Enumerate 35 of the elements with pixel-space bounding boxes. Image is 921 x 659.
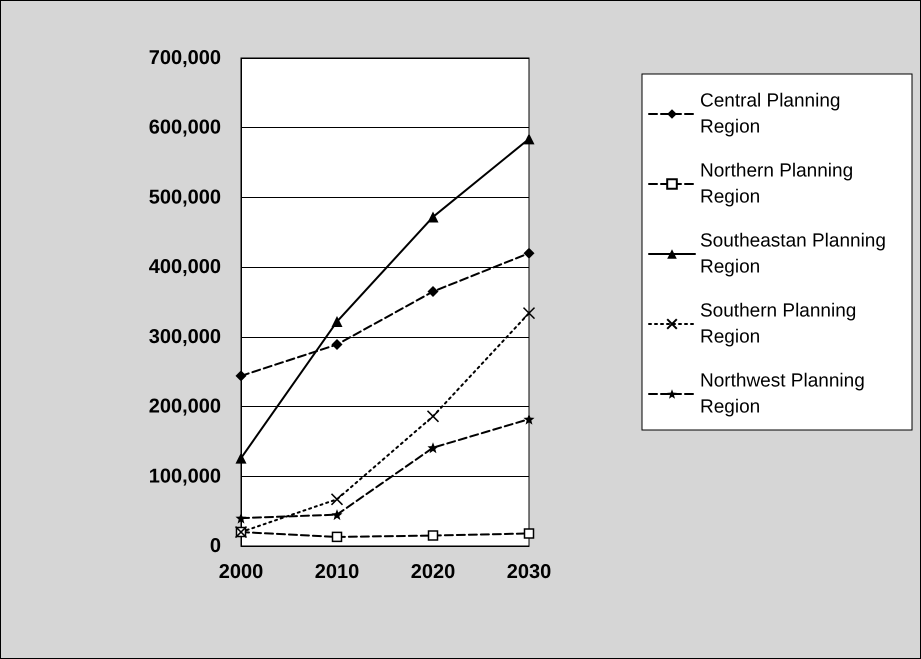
x-tick-label: 2000 — [218, 561, 264, 583]
point — [332, 509, 342, 520]
point — [332, 316, 342, 328]
point — [522, 306, 536, 320]
x-tick-label: 2010 — [314, 561, 360, 583]
point — [332, 532, 342, 542]
point — [524, 414, 534, 425]
y-tick-label: 500,000 — [148, 186, 221, 208]
point — [236, 452, 246, 464]
y-tick-label: 700,000 — [148, 47, 221, 69]
y-tick-label: 300,000 — [148, 326, 221, 348]
legend-label: Southeastan Planning Region — [700, 230, 892, 278]
point — [428, 530, 438, 541]
point — [426, 410, 440, 423]
point — [428, 442, 438, 454]
point — [332, 339, 342, 350]
legend-label: Southern Planning Region — [700, 300, 862, 348]
y-tick-label: 0 — [210, 535, 221, 557]
legend-label: Northwest Planning Region — [700, 370, 870, 418]
point — [236, 370, 246, 382]
y-tick-label: 200,000 — [148, 396, 221, 418]
point — [428, 211, 438, 222]
point — [524, 528, 534, 539]
point — [428, 286, 438, 298]
y-tick-label: 400,000 — [148, 256, 221, 278]
x-tick-label: 2020 — [410, 561, 456, 583]
x-tick-label: 2030 — [506, 561, 552, 583]
point — [236, 512, 246, 524]
point — [330, 493, 344, 506]
y-tick-label: 600,000 — [148, 116, 221, 139]
legend-label: Central Planning Region — [700, 90, 846, 138]
legend-label: Northern Planning Region — [700, 160, 858, 208]
point — [524, 248, 534, 259]
y-tick-label: 100,000 — [148, 465, 221, 488]
point — [524, 133, 534, 144]
